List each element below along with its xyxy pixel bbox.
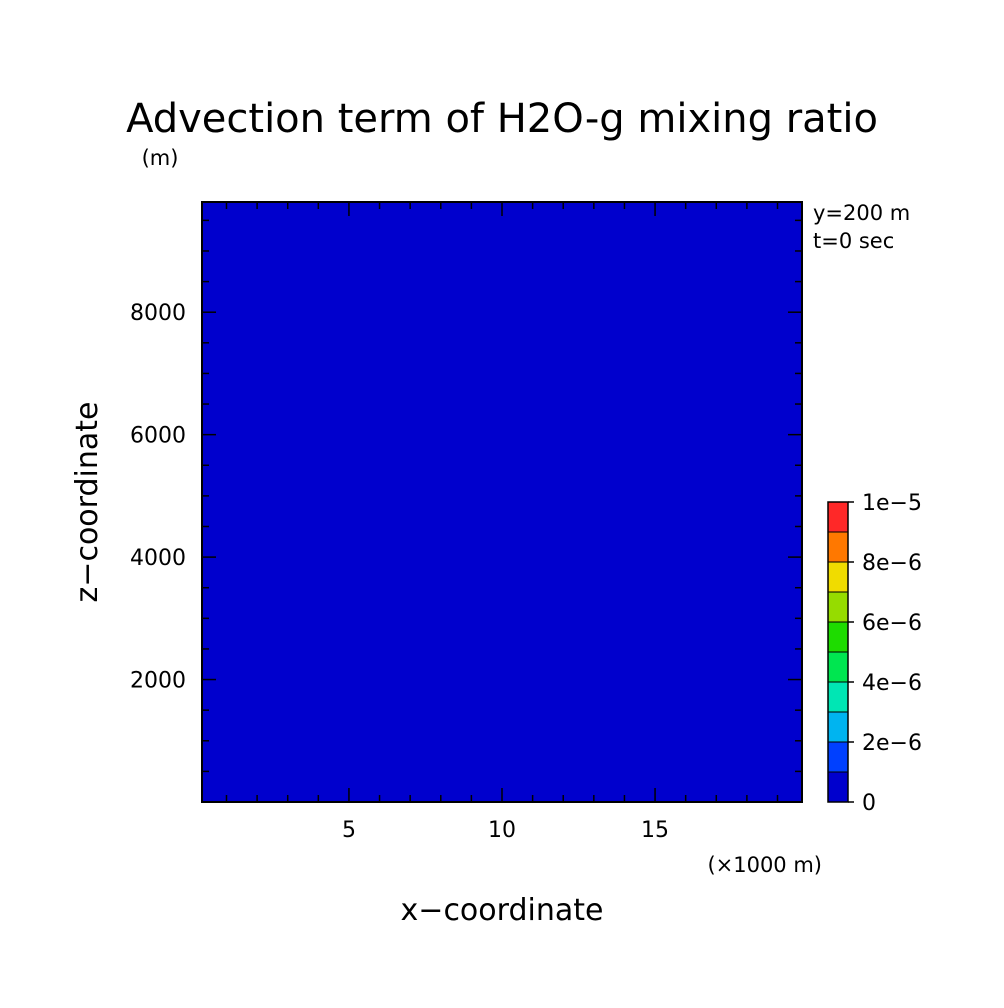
colorbar-tick-label: 1e−5 [862,491,922,516]
axis-tick-labels: 5 10 15 2000 4000 6000 8000 [130,301,669,843]
colorbar-segment [827,531,849,563]
x-tick-label: 5 [342,818,356,843]
colorbar-frame [827,501,849,803]
x-unit-label: (×1000 m) [707,853,822,877]
colorbar-tick-label: 4e−6 [862,671,922,696]
axis-ticks [202,202,802,802]
colorbar: 0 2e−6 4e−6 6e−6 8e−6 1e−5 [827,491,922,816]
colorbar-segment [827,621,849,653]
y-unit-label: (m) [142,146,179,170]
annotation-t: t=0 sec [813,229,894,253]
colorbar-tick-label: 6e−6 [862,611,922,636]
colorbar-tick-label: 8e−6 [862,551,922,576]
colorbar-tick-label: 2e−6 [862,731,922,756]
plot-frame [201,201,803,803]
y-tick-label: 8000 [130,301,186,326]
y-tick-label: 2000 [130,669,186,694]
colorbar-segment [827,711,849,743]
x-tick-label: 10 [488,818,516,843]
colorbar-segment [827,681,849,713]
colorbar-segment [827,561,849,593]
y-axis-label: z−coordinate [70,402,105,603]
annotation-y: y=200 m [813,201,910,225]
colorbar-segment [827,591,849,623]
chart-title: Advection term of H2O-g mixing ratio [126,96,878,142]
colorbar-segment [827,741,849,773]
colorbar-segment [827,771,849,803]
field-fill [202,202,802,802]
y-tick-label: 4000 [130,546,186,571]
x-tick-label: 15 [641,818,669,843]
colorbar-segment [827,651,849,683]
x-axis-label: x−coordinate [401,893,604,928]
colorbar-segment [827,501,849,533]
colorbar-tick-label: 0 [862,791,876,816]
y-tick-label: 6000 [130,424,186,449]
